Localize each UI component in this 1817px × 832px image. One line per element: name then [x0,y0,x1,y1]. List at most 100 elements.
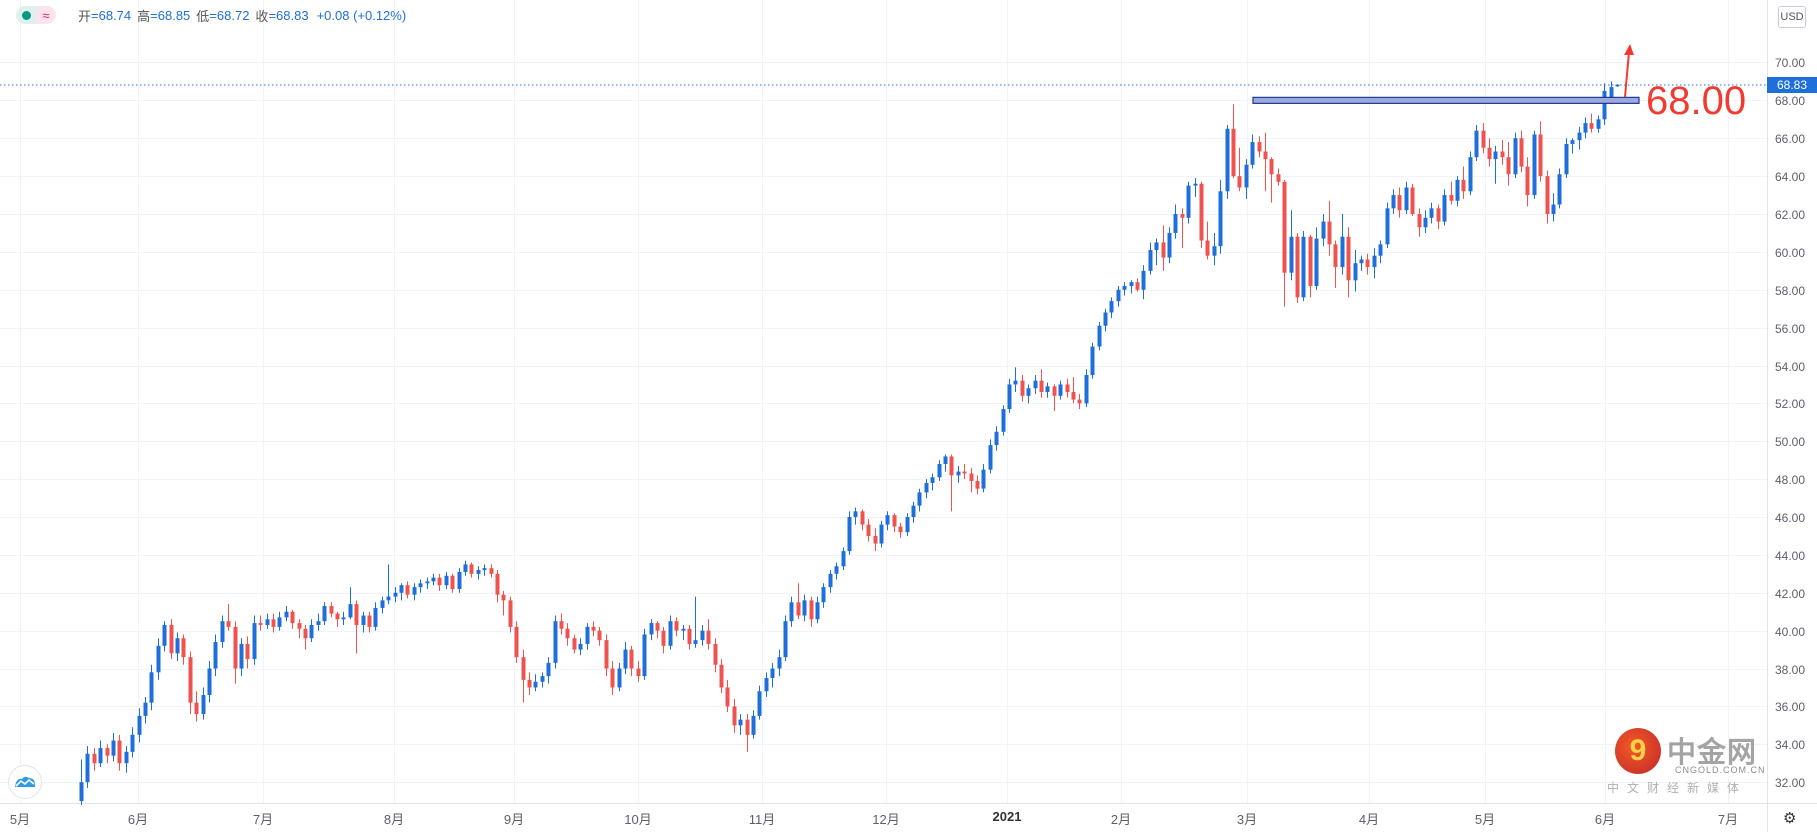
candle [873,528,878,552]
candle-body [1116,289,1121,302]
candle [1148,242,1153,275]
candles [79,81,1620,805]
price-tick-label: 58.00 [1774,283,1805,298]
candle [143,696,148,724]
candle [924,479,929,499]
candle-body [1404,187,1409,211]
candle [1231,104,1236,179]
candle-body [1045,386,1050,393]
candle [354,600,359,654]
candle-body [1250,142,1255,165]
resistance-zone[interactable] [1252,96,1640,104]
candle [1577,126,1582,150]
candle-body [1097,325,1102,347]
candle-body [783,621,788,658]
candle [911,501,916,523]
legend-toggle[interactable]: ≈ [16,6,56,24]
candle [1378,240,1383,264]
candle-body [1506,157,1511,175]
candle-body [354,604,359,625]
price-tick-label: 66.00 [1774,131,1805,146]
candle [898,522,903,538]
candle [1257,136,1262,158]
candle-body [713,643,718,665]
candle [1301,231,1306,302]
candle [1103,308,1108,332]
candle-body [1225,128,1230,192]
candle [1263,132,1268,192]
candle-body [1391,195,1396,209]
candle-body [1417,214,1422,228]
candle-body [501,594,506,601]
candle-body [706,630,711,644]
candle-body [1269,159,1274,175]
candle [469,562,474,578]
candle [489,564,494,578]
tradingview-logo-icon[interactable] [8,765,42,799]
candle [258,615,263,631]
time-tick-label: 2021 [992,809,1022,824]
candle-body [194,702,199,714]
candle [1538,121,1543,182]
candle [169,619,174,660]
price-tick-label: 38.00 [1774,662,1805,677]
candle-body [969,473,974,482]
candle-body [514,626,519,658]
candle-body [591,626,596,631]
candle-body [1583,123,1588,133]
candle-body [1442,195,1447,222]
candle [1404,181,1409,215]
price-tick-label: 52.00 [1774,396,1805,411]
candle [303,624,308,650]
candle [1353,249,1358,292]
arrow-up-icon[interactable] [1624,44,1634,98]
candle [495,570,500,603]
candle-body [1468,157,1473,192]
watermark-url: CNGOLD.COM.CN [1675,765,1766,775]
candle [713,638,718,673]
price-tick-label: 54.00 [1774,359,1805,374]
candle [681,624,686,641]
candle [1045,382,1050,398]
candle-body [1186,185,1191,218]
candle [841,547,846,571]
annotation-text[interactable]: 68.00 [1646,79,1747,123]
candle [175,632,180,661]
price-tick-label: 40.00 [1774,624,1805,639]
candle-body [1090,346,1095,375]
candle [207,660,212,703]
candle [85,746,90,788]
candle-body [1429,208,1434,218]
candle [405,581,410,599]
candle-body [1519,138,1524,167]
candle [1141,265,1146,300]
candle-body [418,583,423,588]
candle [1007,378,1012,413]
candle [1596,115,1601,133]
price-tick-label: 44.00 [1774,548,1805,563]
candle [373,602,378,631]
candle-body [956,471,961,476]
candle [719,659,724,694]
candle [156,638,161,680]
candle-body [1109,301,1114,313]
candle [367,611,372,633]
candle [1468,151,1473,196]
candle [802,594,807,622]
candle [1154,238,1159,266]
candle [1474,124,1479,161]
candle-body [201,695,206,714]
candle [783,615,788,661]
candle-body [1564,143,1569,175]
currency-button[interactable]: USD [1778,6,1806,28]
candle [380,596,385,614]
candle-body [745,719,750,735]
candle [1449,181,1454,205]
time-tick-label: 7月 [252,812,274,827]
candle [1583,117,1588,139]
gear-icon[interactable]: ⚙ [1783,810,1797,827]
candle [994,426,999,451]
candle-body [1321,221,1326,239]
candle-body [1257,142,1262,152]
